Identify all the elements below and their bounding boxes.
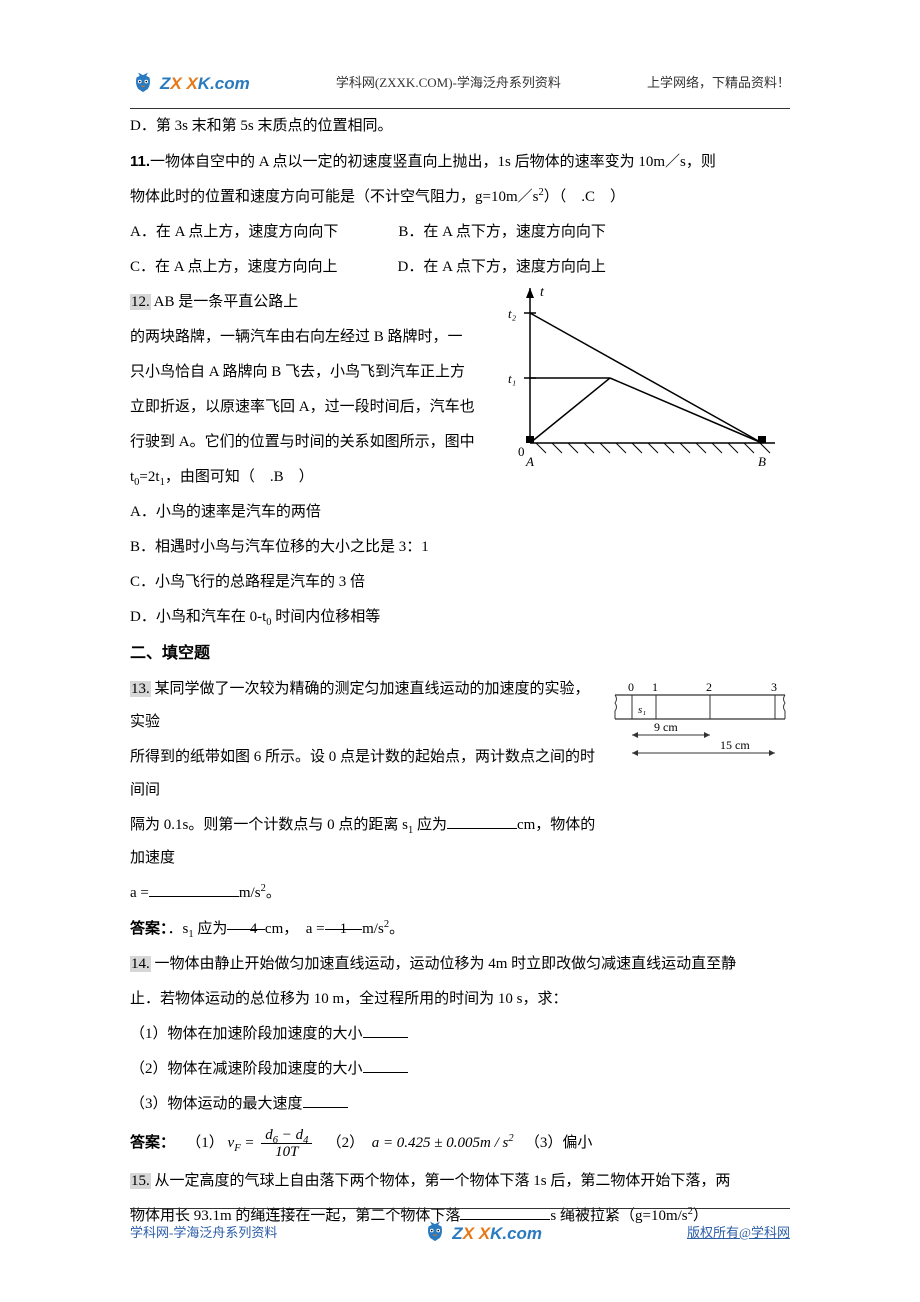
q12-line3: 只小鸟恰自 A 路牌向 B 飞去，小鸟飞到汽车正上方 [130,356,478,389]
q12-line1: 12. AB 是一条平直公路上 [130,286,478,319]
q13-tape-figure: 0 1 2 3 s₁ 9 cm 15 cm [610,677,790,767]
q12-line5: 行驶到 A。它们的位置与时间的关系如图所示，图中 [130,426,478,459]
page-footer: 学科网-学海泛舟系列资料 ZX XK.com 版权所有@学科网 [130,1208,790,1252]
q12-line6: t0=2t1，由图可知（ .B ） [130,461,478,494]
A-label: A [525,454,534,468]
q12-line2: 的两块路牌，一辆汽车由右向左经过 B 路牌时，一 [130,321,478,354]
q13-number: 13. [130,681,151,697]
q14-line2: 止．若物体运动的总位移为 10 m，全过程所用的时间为 10 s，求： [130,983,790,1016]
logo-text: ZX XK.com [160,65,250,102]
s1-label: s₁ [638,704,646,716]
q12-opt-c: C．小鸟飞行的总路程是汽车的 3 倍 [130,566,790,599]
q14-p1: （1）物体在加速阶段加速度的大小 [130,1018,790,1051]
q13-line2: 所得到的纸带如图 6 所示。设 0 点是计数的起始点，两计数点之间的时间间 [130,741,598,807]
q12-opt-a: A．小鸟的速率是汽车的两倍 [130,496,790,529]
tick2: 2 [706,680,712,694]
q14-number: 14. [130,956,151,972]
q12-opt-d: D．小鸟和汽车在 0-t0 时间内位移相等 [130,601,790,634]
q14-line1: 14. 一物体由静止开始做匀加速直线运动，运动位移为 4m 时立即改做匀减速直线… [130,948,790,981]
footer-left: 学科网-学海泛舟系列资料 [130,1219,277,1248]
tick1: 1 [652,680,658,694]
document-body: D．第 3s 末和第 5s 末质点的位置相同。 11.一物体自空中的 A 点以一… [130,110,790,1233]
q12-graph: t t₂ t₁ 0 A B [490,278,790,468]
q13-line1: 13. 某同学做了一次较为精确的测定匀加速直线运动的加速度的实验，实验 [130,673,598,739]
nine-cm: 9 cm [654,720,678,734]
fifteen-cm: 15 cm [720,738,750,752]
tick0: 0 [628,680,634,694]
q12-number: 12. [130,294,151,310]
q13-block: 13. 某同学做了一次较为精确的测定匀加速直线运动的加速度的实验，实验 所得到的… [130,673,790,877]
q11-opt-b: B．在 A 点下方，速度方向向下 [398,216,606,249]
footer-logo: ZX XK.com [422,1215,542,1252]
axis-t-label: t [540,285,545,300]
q14-p3: （3）物体运动的最大速度 [130,1088,790,1121]
q13-answer: 答案：．s1 应为 4 cm， a = 1 m/s2。 [130,912,790,946]
t2-label: t₂ [508,306,517,321]
t1-label: t₁ [508,371,516,386]
q13-line3: 隔为 0.1s。则第一个计数点与 0 点的距离 s1 应为cm，物体的加速度 [130,809,598,875]
q12-line4: 立即折返，以原速率飞回 A，过一段时间后，汽车也 [130,391,478,424]
owl-logo-icon [130,71,156,97]
q15-number: 15. [130,1173,151,1189]
q13-line4: a =m/s2。 [130,877,790,910]
footer-right: 版权所有@学科网 [687,1219,790,1248]
q14-answer: 答案： （1） vF = d6 − d4 10T （2） a = 0.425 ±… [130,1123,790,1163]
q10-opt-d: D．第 3s 末和第 5s 末质点的位置相同。 [130,110,790,143]
section2-title: 二、填空题 [130,636,790,671]
q12-block: 12. AB 是一条平直公路上 的两块路牌，一辆汽车由右向左经过 B 路牌时，一… [130,286,790,496]
q11-number: 11. [130,153,150,170]
origin-label: 0 [518,444,525,459]
q11-line1: 11.一物体自空中的 A 点以一定的初速度竖直向上抛出，1s 后物体的速率变为 … [130,145,790,179]
header-center-text: 学科网(ZXXK.COM)-学海泛舟系列资料 [336,69,561,98]
q15-line1: 15. 从一定高度的气球上自由落下两个物体，第一个物体下落 1s 后，第二物体开… [130,1165,790,1198]
q11-opt-a: A．在 A 点上方，速度方向向下 [130,216,338,249]
tick3: 3 [771,680,777,694]
page-header: ZX XK.com 学科网(ZXXK.COM)-学海泛舟系列资料 上学网络，下精… [130,65,790,109]
q11-row1: A．在 A 点上方，速度方向向下 B．在 A 点下方，速度方向向下 [130,216,790,249]
header-right-text: 上学网络，下精品资料！ [647,69,790,98]
B-label: B [758,454,766,468]
q12-opt-b: B．相遇时小鸟与汽车位移的大小之比是 3：1 [130,531,790,564]
q11-line2: 物体此时的位置和速度方向可能是（不计空气阻力，g=10m／s2）（ .C ） [130,181,790,214]
q11-opt-c: C．在 A 点上方，速度方向向上 [130,251,338,284]
q14-p2: （2）物体在减速阶段加速度的大小 [130,1053,790,1086]
logo-block: ZX XK.com [130,65,250,102]
owl-logo-icon [422,1220,448,1246]
